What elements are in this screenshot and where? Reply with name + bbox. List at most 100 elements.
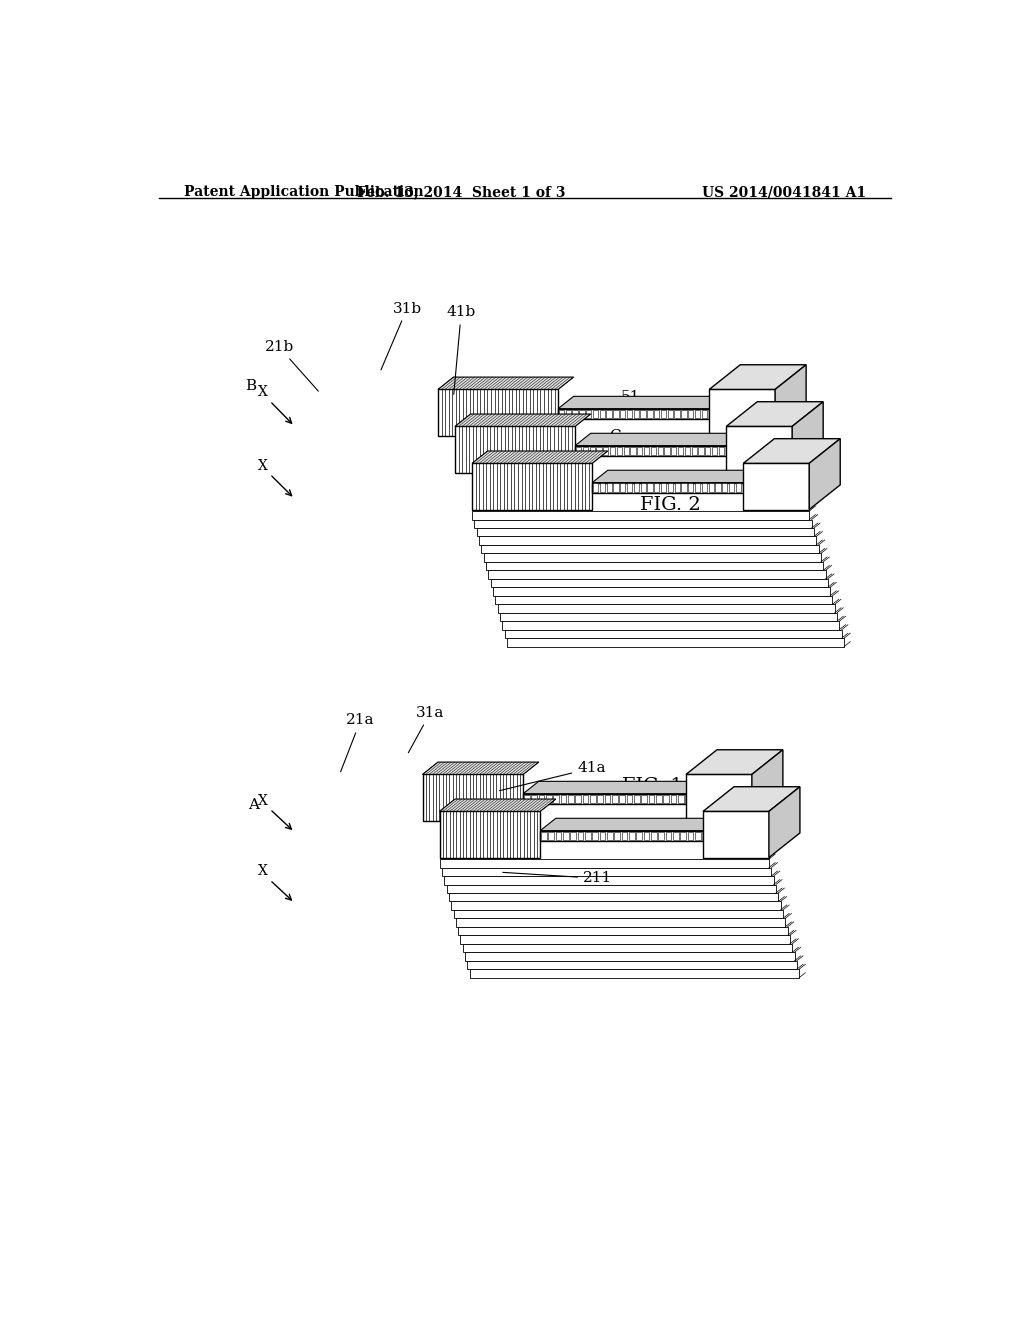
Polygon shape	[559, 409, 564, 417]
Polygon shape	[600, 832, 605, 840]
Polygon shape	[641, 483, 646, 491]
Polygon shape	[498, 605, 835, 612]
Polygon shape	[444, 876, 773, 884]
Text: 211: 211	[503, 871, 612, 886]
Polygon shape	[673, 832, 679, 840]
Polygon shape	[423, 775, 523, 821]
Polygon shape	[575, 446, 582, 454]
Polygon shape	[709, 483, 714, 491]
Polygon shape	[686, 775, 752, 821]
Polygon shape	[719, 446, 724, 454]
Polygon shape	[592, 470, 759, 483]
Polygon shape	[726, 401, 823, 426]
Text: 31a: 31a	[409, 706, 444, 752]
Text: 31b: 31b	[381, 301, 422, 370]
Polygon shape	[456, 919, 785, 927]
Polygon shape	[648, 795, 654, 803]
Polygon shape	[446, 884, 776, 892]
Polygon shape	[654, 409, 659, 417]
Polygon shape	[458, 927, 787, 936]
Text: FIG. 1: FIG. 1	[623, 777, 683, 795]
Polygon shape	[590, 446, 595, 454]
Polygon shape	[490, 579, 827, 587]
Polygon shape	[729, 483, 734, 491]
Polygon shape	[769, 787, 800, 858]
Polygon shape	[541, 830, 703, 841]
Polygon shape	[624, 446, 629, 454]
Polygon shape	[604, 795, 610, 803]
Polygon shape	[644, 446, 649, 454]
Polygon shape	[563, 832, 568, 840]
Polygon shape	[438, 378, 573, 389]
Polygon shape	[463, 944, 793, 952]
Polygon shape	[438, 389, 558, 436]
Polygon shape	[658, 832, 664, 840]
Polygon shape	[439, 859, 769, 867]
Polygon shape	[629, 832, 635, 840]
Polygon shape	[442, 867, 771, 876]
Polygon shape	[651, 832, 656, 840]
Polygon shape	[570, 832, 577, 840]
Polygon shape	[531, 795, 537, 803]
Polygon shape	[488, 570, 825, 579]
Polygon shape	[622, 832, 628, 840]
Polygon shape	[493, 587, 830, 595]
Polygon shape	[586, 409, 592, 417]
Polygon shape	[703, 818, 719, 841]
Polygon shape	[596, 446, 602, 454]
Polygon shape	[583, 446, 588, 454]
Polygon shape	[703, 787, 800, 812]
Polygon shape	[593, 409, 598, 417]
Polygon shape	[743, 438, 841, 463]
Polygon shape	[470, 969, 799, 978]
Polygon shape	[561, 795, 566, 803]
Polygon shape	[496, 595, 833, 605]
Polygon shape	[634, 483, 639, 491]
Polygon shape	[743, 470, 759, 492]
Polygon shape	[793, 401, 823, 473]
Polygon shape	[691, 446, 697, 454]
Polygon shape	[606, 483, 612, 491]
Polygon shape	[686, 750, 783, 775]
Polygon shape	[647, 483, 652, 491]
Polygon shape	[439, 799, 556, 812]
Polygon shape	[467, 961, 797, 969]
Polygon shape	[603, 446, 608, 454]
Polygon shape	[712, 446, 717, 454]
Polygon shape	[678, 795, 684, 803]
Polygon shape	[701, 409, 707, 417]
Polygon shape	[486, 562, 823, 570]
Polygon shape	[710, 389, 775, 436]
Polygon shape	[695, 483, 700, 491]
Text: X: X	[258, 865, 267, 878]
Polygon shape	[634, 409, 639, 417]
Polygon shape	[572, 409, 578, 417]
Polygon shape	[752, 750, 783, 821]
Polygon shape	[644, 832, 649, 840]
Polygon shape	[455, 426, 575, 473]
Polygon shape	[736, 483, 741, 491]
Polygon shape	[640, 409, 646, 417]
Polygon shape	[688, 483, 693, 491]
Polygon shape	[439, 812, 541, 858]
Polygon shape	[455, 414, 591, 426]
Polygon shape	[607, 832, 612, 840]
Polygon shape	[775, 364, 806, 436]
Polygon shape	[592, 832, 598, 840]
Polygon shape	[614, 832, 621, 840]
Polygon shape	[620, 795, 625, 803]
Polygon shape	[565, 409, 571, 417]
Polygon shape	[703, 812, 769, 858]
Polygon shape	[483, 553, 821, 562]
Polygon shape	[671, 795, 676, 803]
Polygon shape	[631, 446, 636, 454]
Polygon shape	[590, 795, 596, 803]
Polygon shape	[578, 832, 584, 840]
Polygon shape	[657, 446, 663, 454]
Polygon shape	[627, 409, 632, 417]
Polygon shape	[452, 902, 780, 909]
Polygon shape	[680, 832, 686, 840]
Polygon shape	[650, 446, 656, 454]
Polygon shape	[474, 520, 812, 528]
Polygon shape	[695, 832, 700, 840]
